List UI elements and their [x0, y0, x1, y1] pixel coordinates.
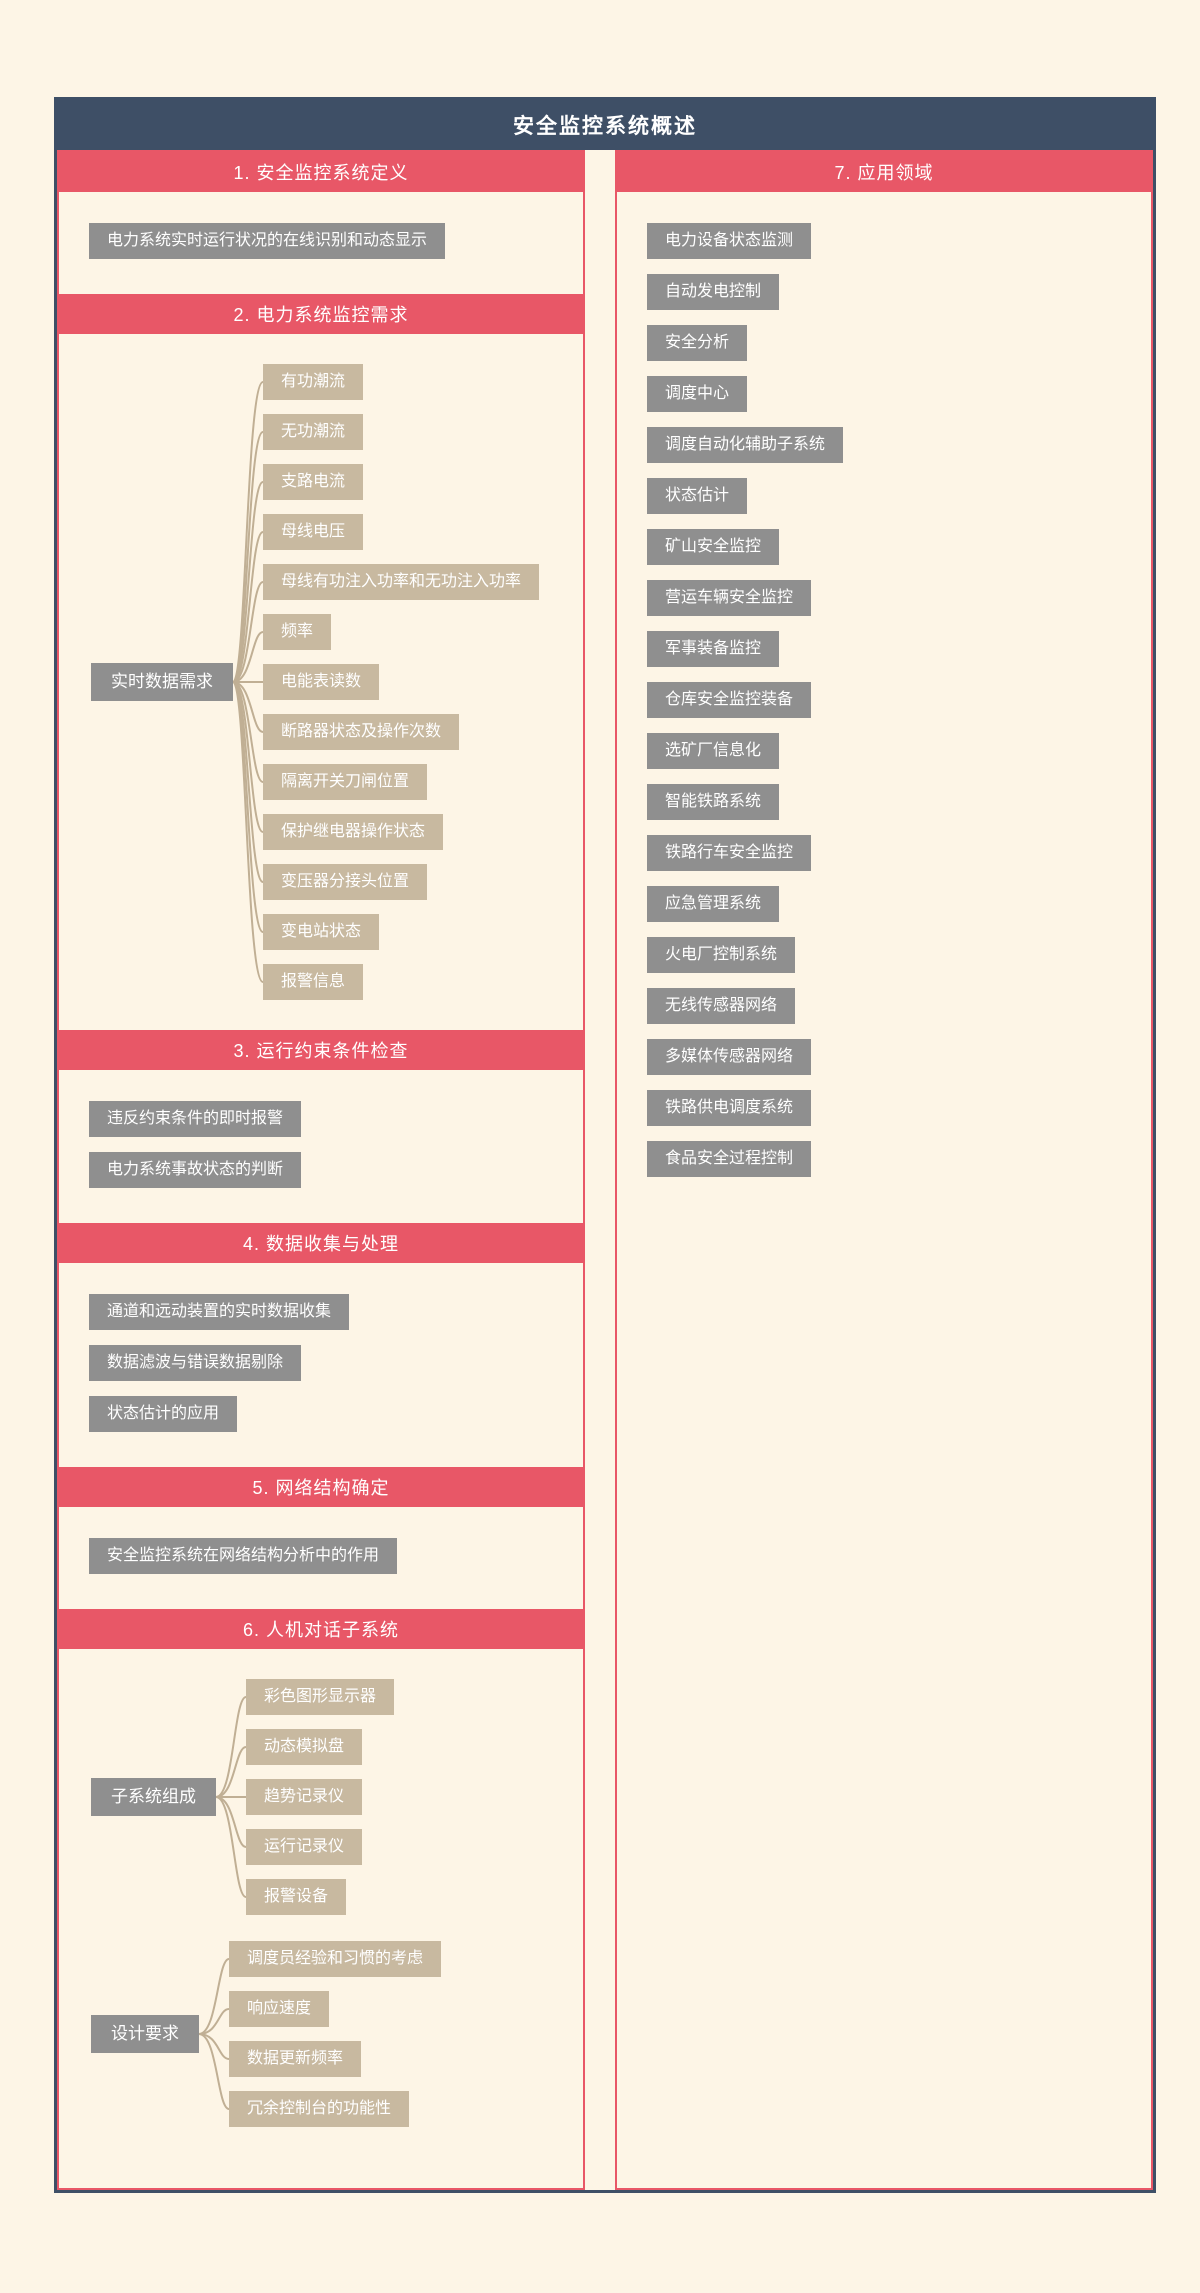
mindmap-node: 选矿厂信息化	[647, 733, 780, 769]
tree-parent-node: 设计要求	[91, 2015, 199, 2053]
section-7: 7. 应用领域 电力设备状态监测 自动发电控制 安全分析 调度中心 调度自动化辅…	[617, 152, 1151, 1212]
tree-children: 有功潮流 无功潮流 支路电流 母线电压 母线有功注入功率和无功注入功率 频率 电…	[263, 364, 540, 1000]
section-1: 1. 安全监控系统定义 电力系统实时运行状况的在线识别和动态显示	[59, 152, 583, 294]
mindmap-node: 动态模拟盘	[246, 1729, 363, 1765]
page-title: 安全监控系统概述	[57, 100, 1153, 150]
mindmap-node: 矿山安全监控	[647, 529, 780, 565]
mindmap-node: 营运车辆安全监控	[647, 580, 812, 616]
mindmap-node: 变压器分接头位置	[263, 864, 428, 900]
section-1-body: 电力系统实时运行状况的在线识别和动态显示	[59, 192, 583, 294]
mindmap-node: 火电厂控制系统	[647, 937, 796, 973]
mindmap-node: 智能铁路系统	[647, 784, 780, 820]
mindmap-node: 变电站状态	[263, 914, 380, 950]
left-column: 1. 安全监控系统定义 电力系统实时运行状况的在线识别和动态显示 2. 电力系统…	[57, 150, 585, 2190]
section-1-header: 1. 安全监控系统定义	[59, 152, 583, 192]
mindmap-node: 冗余控制台的功能性	[229, 2091, 410, 2127]
section-6-body: 子系统组成 彩色图形显示器 动态模拟盘 趋势记录仪 运行记录仪 报警设备	[59, 1649, 583, 2157]
right-column: 7. 应用领域 电力设备状态监测 自动发电控制 安全分析 调度中心 调度自动化辅…	[615, 150, 1153, 2190]
mindmap-node: 状态估计	[647, 478, 748, 514]
section-4-body: 通道和远动装置的实时数据收集 数据滤波与错误数据剔除 状态估计的应用	[59, 1263, 583, 1467]
tree-subsystem-composition: 子系统组成 彩色图形显示器 动态模拟盘 趋势记录仪 运行记录仪 报警设备	[91, 1679, 395, 1915]
mindmap-node: 响应速度	[229, 1991, 330, 2027]
mindmap-node: 安全监控系统在网络结构分析中的作用	[89, 1538, 398, 1574]
tree-realtime-data: 实时数据需求 有功潮流 无功潮流 支路电流 母线电压 母线有功注入功率和无功注入…	[91, 364, 540, 1000]
mindmap-node: 电能表读数	[263, 664, 380, 700]
mindmap-node: 隔离开关刀闸位置	[263, 764, 428, 800]
mindmap-node: 违反约束条件的即时报警	[89, 1101, 302, 1137]
mindmap-node: 自动发电控制	[647, 274, 780, 310]
tree-children: 彩色图形显示器 动态模拟盘 趋势记录仪 运行记录仪 报警设备	[246, 1679, 395, 1915]
section-5-header: 5. 网络结构确定	[59, 1467, 583, 1507]
mindmap-node: 通道和远动装置的实时数据收集	[89, 1294, 350, 1330]
mindmap-node: 调度员经验和习惯的考虑	[229, 1941, 442, 1977]
section-6: 6. 人机对话子系统 子系统组成 彩色图形显示器 动态模拟盘 趋势记录仪 运行记…	[59, 1609, 583, 2157]
section-2-body: 实时数据需求 有功潮流 无功潮流 支路电流 母线电压 母线有功注入功率和无功注入…	[59, 334, 583, 1030]
mindmap-node: 无线传感器网络	[647, 988, 796, 1024]
columns: 1. 安全监控系统定义 电力系统实时运行状况的在线识别和动态显示 2. 电力系统…	[57, 150, 1153, 2190]
mindmap-node: 数据滤波与错误数据剔除	[89, 1345, 302, 1381]
section-3-header: 3. 运行约束条件检查	[59, 1030, 583, 1070]
mindmap-node: 军事装备监控	[647, 631, 780, 667]
mindmap-node: 频率	[263, 614, 332, 650]
mindmap-node: 支路电流	[263, 464, 364, 500]
mindmap-node: 断路器状态及操作次数	[263, 714, 460, 750]
mindmap-node: 有功潮流	[263, 364, 364, 400]
section-2-header: 2. 电力系统监控需求	[59, 294, 583, 334]
tree-parent-node: 实时数据需求	[91, 663, 233, 701]
section-5: 5. 网络结构确定 安全监控系统在网络结构分析中的作用	[59, 1467, 583, 1609]
mindmap-node: 母线有功注入功率和无功注入功率	[263, 564, 540, 600]
section-2: 2. 电力系统监控需求 实时数据需求 有功潮流 无功潮流 支路电流 母线电压 母…	[59, 294, 583, 1030]
mindmap-node: 食品安全过程控制	[647, 1141, 812, 1177]
mindmap-node: 仓库安全监控装备	[647, 682, 812, 718]
mindmap-node: 铁路供电调度系统	[647, 1090, 812, 1126]
section-4-header: 4. 数据收集与处理	[59, 1223, 583, 1263]
mindmap-node: 调度中心	[647, 376, 748, 412]
mindmap-node: 数据更新频率	[229, 2041, 362, 2077]
mindmap-node: 电力设备状态监测	[647, 223, 812, 259]
section-5-body: 安全监控系统在网络结构分析中的作用	[59, 1507, 583, 1609]
tree-parent-node: 子系统组成	[91, 1778, 216, 1816]
section-6-header: 6. 人机对话子系统	[59, 1609, 583, 1649]
mindmap-node: 保护继电器操作状态	[263, 814, 444, 850]
tree-children: 调度员经验和习惯的考虑 响应速度 数据更新频率 冗余控制台的功能性	[229, 1941, 442, 2127]
section-3: 3. 运行约束条件检查 违反约束条件的即时报警 电力系统事故状态的判断	[59, 1030, 583, 1223]
mindmap-node: 调度自动化辅助子系统	[647, 427, 844, 463]
section-7-body: 电力设备状态监测 自动发电控制 安全分析 调度中心 调度自动化辅助子系统 状态估…	[617, 192, 1151, 1212]
mindmap-node: 趋势记录仪	[246, 1779, 363, 1815]
mindmap-node: 状态估计的应用	[89, 1396, 238, 1432]
section-7-header: 7. 应用领域	[617, 152, 1151, 192]
mindmap-node: 电力系统事故状态的判断	[89, 1152, 302, 1188]
tree-design-requirements: 设计要求 调度员经验和习惯的考虑 响应速度 数据更新频率 冗余控制台的功能性	[91, 1941, 442, 2127]
mindmap-frame: 安全监控系统概述 1. 安全监控系统定义 电力系统实时运行状况的在线识别和动态显…	[54, 97, 1156, 2193]
mindmap-node: 电力系统实时运行状况的在线识别和动态显示	[89, 223, 446, 259]
mindmap-node: 应急管理系统	[647, 886, 780, 922]
section-3-body: 违反约束条件的即时报警 电力系统事故状态的判断	[59, 1070, 583, 1223]
mindmap-node: 运行记录仪	[246, 1829, 363, 1865]
mindmap-node: 安全分析	[647, 325, 748, 361]
mindmap-node: 报警信息	[263, 964, 364, 1000]
mindmap-node: 铁路行车安全监控	[647, 835, 812, 871]
mindmap-node: 多媒体传感器网络	[647, 1039, 812, 1075]
mindmap-node: 无功潮流	[263, 414, 364, 450]
section-4: 4. 数据收集与处理 通道和远动装置的实时数据收集 数据滤波与错误数据剔除 状态…	[59, 1223, 583, 1467]
mindmap-node: 报警设备	[246, 1879, 347, 1915]
mindmap-node: 彩色图形显示器	[246, 1679, 395, 1715]
mindmap-node: 母线电压	[263, 514, 364, 550]
